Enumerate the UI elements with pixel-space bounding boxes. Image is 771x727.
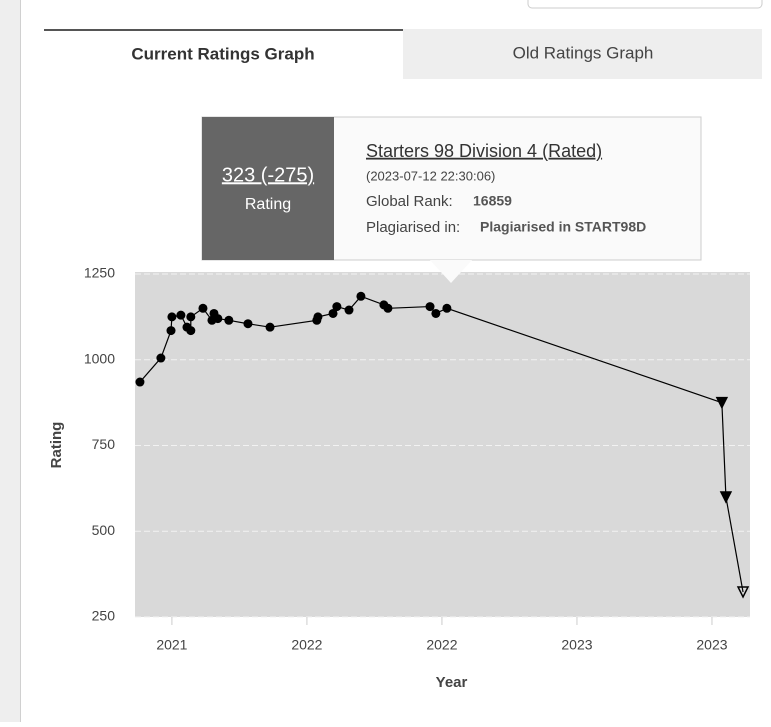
point: [213, 314, 223, 324]
tooltip-arrow: [430, 260, 472, 283]
side-gutter: [0, 0, 20, 722]
tooltip-plagiarism: Plagiarised in START98D: [480, 219, 646, 235]
x-tick-label: 2021: [156, 637, 187, 653]
point: [265, 322, 275, 332]
tooltip-rating-label: Rating: [245, 196, 291, 213]
plot-background: [135, 272, 750, 617]
point: [442, 303, 452, 313]
y-tick-label: 250: [92, 608, 116, 624]
tooltip-rank-label: Global Rank:: [366, 193, 453, 210]
tooltip-rank: 16859: [473, 193, 512, 209]
x-tick-label: 2022: [426, 637, 457, 653]
plot: 250 500 750 1000 1250 2021 2022 2022 2023 2023 Yea…: [48, 265, 750, 691]
x-axis-title: Year: [436, 674, 468, 691]
point: [224, 315, 234, 325]
point: [198, 303, 208, 313]
tooltip-rating[interactable]: 323 (-275): [222, 164, 314, 186]
y-tick-label: 1250: [84, 265, 115, 281]
point: [243, 319, 253, 329]
tab-active[interactable]: Current Ratings Graph: [131, 44, 314, 63]
point: [736, 586, 750, 599]
tooltip-time: (2023-07-12 22:30:06): [366, 168, 495, 183]
tooltip-side: [202, 117, 334, 260]
x-tick-label: 2023: [561, 637, 592, 653]
point: [715, 396, 729, 410]
y-tick-label: 500: [92, 522, 116, 538]
point: [186, 312, 196, 322]
point: [344, 305, 354, 315]
point: [719, 491, 733, 504]
point: [135, 377, 145, 387]
tooltip: 323 (-275) Rating Starters 98 Division 4…: [201, 116, 702, 283]
x-tick-label: 2022: [291, 637, 322, 653]
tooltip-plagiarism-label: Plagiarised in:: [366, 219, 460, 236]
point: [166, 326, 176, 336]
point: [425, 302, 435, 312]
y-tick-label: 1000: [84, 350, 115, 366]
point: [332, 302, 342, 312]
x-tick-label: 2023: [696, 637, 727, 653]
point: [176, 310, 186, 320]
y-axis-title: Rating: [48, 422, 65, 469]
point: [156, 353, 166, 363]
point: [431, 308, 441, 318]
point: [383, 303, 393, 313]
tab-bg[interactable]: [403, 29, 762, 79]
point: [313, 312, 323, 322]
tab[interactable]: Old Ratings Graph: [513, 43, 654, 62]
search-box[interactable]: [527, 0, 763, 9]
point: [167, 312, 177, 322]
y-tick-label: 750: [92, 436, 116, 452]
point: [328, 308, 338, 318]
tooltip-contest[interactable]: Starters 98 Division 4 (Rated): [366, 141, 602, 161]
point: [356, 291, 366, 301]
point: [186, 326, 196, 336]
